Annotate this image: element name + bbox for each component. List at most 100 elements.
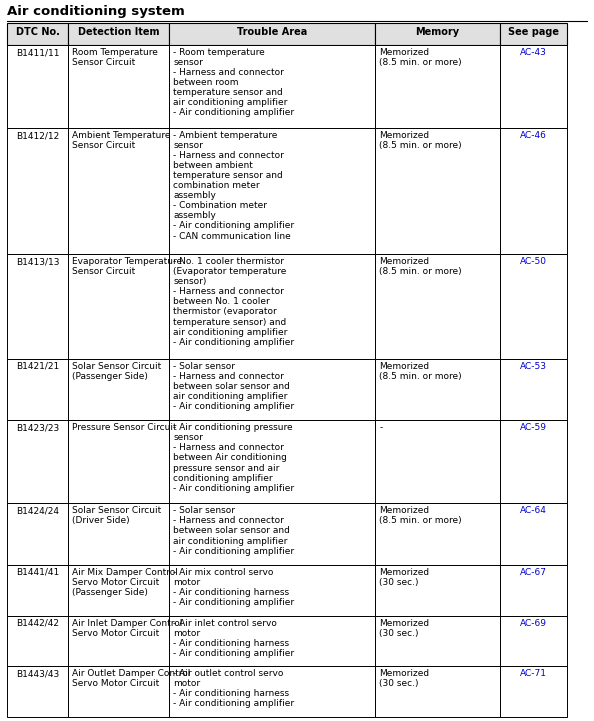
- Bar: [68, 666, 169, 717]
- Bar: [375, 503, 500, 565]
- Text: AC-71: AC-71: [520, 669, 546, 678]
- Bar: [7, 616, 68, 666]
- Bar: [169, 420, 375, 503]
- Bar: [375, 666, 500, 717]
- Text: B1423/23: B1423/23: [16, 423, 59, 433]
- Text: - Air mix control servo
motor
- Air conditioning harness
- Air conditioning ampl: - Air mix control servo motor - Air cond…: [173, 568, 295, 607]
- Text: Solar Sensor Circuit
(Passenger Side): Solar Sensor Circuit (Passenger Side): [72, 362, 161, 381]
- Bar: [500, 666, 567, 717]
- Bar: [169, 503, 375, 565]
- Text: AC-53: AC-53: [520, 362, 546, 371]
- Text: B1413/13: B1413/13: [16, 257, 59, 266]
- Bar: [7, 666, 68, 717]
- Text: Memorized
(8.5 min. or more): Memorized (8.5 min. or more): [379, 506, 462, 526]
- Bar: [375, 359, 500, 420]
- Bar: [500, 23, 567, 45]
- Text: B1441/41: B1441/41: [16, 568, 59, 577]
- Bar: [169, 565, 375, 616]
- Text: AC-67: AC-67: [520, 568, 546, 577]
- Bar: [500, 503, 567, 565]
- Text: Pressure Sensor Circuit: Pressure Sensor Circuit: [72, 423, 176, 433]
- Text: - Room temperature
sensor
- Harness and connector
between room
temperature senso: - Room temperature sensor - Harness and …: [173, 48, 295, 118]
- Bar: [375, 565, 500, 616]
- Bar: [68, 503, 169, 565]
- Bar: [68, 128, 169, 255]
- Bar: [68, 616, 169, 666]
- Text: - Solar sensor
- Harness and connector
between solar sensor and
air conditioning: - Solar sensor - Harness and connector b…: [173, 362, 295, 411]
- Text: AC-59: AC-59: [520, 423, 546, 433]
- Text: Memorized
(8.5 min. or more): Memorized (8.5 min. or more): [379, 362, 462, 381]
- Bar: [169, 359, 375, 420]
- Text: Evaporator Temperature
Sensor Circuit: Evaporator Temperature Sensor Circuit: [72, 257, 182, 276]
- Text: B1443/43: B1443/43: [16, 669, 59, 678]
- Bar: [7, 23, 68, 45]
- Bar: [68, 420, 169, 503]
- Text: Solar Sensor Circuit
(Driver Side): Solar Sensor Circuit (Driver Side): [72, 506, 161, 526]
- Bar: [500, 359, 567, 420]
- Text: Air Outlet Damper Control
Servo Motor Circuit: Air Outlet Damper Control Servo Motor Ci…: [72, 669, 190, 689]
- Text: Air Mix Damper Control
Servo Motor Circuit
(Passenger Side): Air Mix Damper Control Servo Motor Circu…: [72, 568, 178, 597]
- Bar: [68, 23, 169, 45]
- Text: B1424/24: B1424/24: [16, 506, 59, 516]
- Bar: [500, 565, 567, 616]
- Bar: [68, 45, 169, 128]
- Text: AC-46: AC-46: [520, 131, 546, 140]
- Text: Memorized
(8.5 min. or more): Memorized (8.5 min. or more): [379, 48, 462, 67]
- Bar: [375, 420, 500, 503]
- Bar: [169, 666, 375, 717]
- Bar: [500, 616, 567, 666]
- Text: Trouble Area: Trouble Area: [237, 27, 308, 37]
- Text: Memorized
(8.5 min. or more): Memorized (8.5 min. or more): [379, 131, 462, 150]
- Text: B1411/11: B1411/11: [16, 48, 59, 57]
- Bar: [68, 565, 169, 616]
- Text: Memorized
(30 sec.): Memorized (30 sec.): [379, 669, 429, 689]
- Bar: [500, 45, 567, 128]
- Text: AC-64: AC-64: [520, 506, 546, 516]
- Bar: [169, 255, 375, 359]
- Bar: [500, 420, 567, 503]
- Text: - Air outlet control servo
motor
- Air conditioning harness
- Air conditioning a: - Air outlet control servo motor - Air c…: [173, 669, 295, 709]
- Text: B1412/12: B1412/12: [16, 131, 59, 140]
- Text: - Air inlet control servo
motor
- Air conditioning harness
- Air conditioning am: - Air inlet control servo motor - Air co…: [173, 619, 295, 658]
- Bar: [375, 23, 500, 45]
- Bar: [68, 359, 169, 420]
- Text: Memorized
(8.5 min. or more): Memorized (8.5 min. or more): [379, 257, 462, 276]
- Text: - No. 1 cooler thermistor
(Evaporator temperature
sensor)
- Harness and connecto: - No. 1 cooler thermistor (Evaporator te…: [173, 257, 295, 347]
- Text: AC-50: AC-50: [520, 257, 546, 266]
- Text: - Air conditioning pressure
sensor
- Harness and connector
between Air condition: - Air conditioning pressure sensor - Har…: [173, 423, 295, 492]
- Bar: [169, 23, 375, 45]
- Text: AC-69: AC-69: [520, 619, 546, 627]
- Bar: [169, 45, 375, 128]
- Text: B1421/21: B1421/21: [16, 362, 59, 371]
- Text: Memory: Memory: [416, 27, 460, 37]
- Bar: [375, 128, 500, 255]
- Text: - Solar sensor
- Harness and connector
between solar sensor and
air conditioning: - Solar sensor - Harness and connector b…: [173, 506, 295, 556]
- Bar: [7, 420, 68, 503]
- Bar: [7, 565, 68, 616]
- Bar: [7, 128, 68, 255]
- Bar: [68, 255, 169, 359]
- Bar: [7, 255, 68, 359]
- Bar: [500, 128, 567, 255]
- Bar: [7, 503, 68, 565]
- Bar: [375, 45, 500, 128]
- Bar: [500, 255, 567, 359]
- Text: -: -: [379, 423, 383, 433]
- Text: DTC No.: DTC No.: [15, 27, 59, 37]
- Text: Memorized
(30 sec.): Memorized (30 sec.): [379, 619, 429, 637]
- Text: - Ambient temperature
sensor
- Harness and connector
between ambient
temperature: - Ambient temperature sensor - Harness a…: [173, 131, 295, 241]
- Text: Memorized
(30 sec.): Memorized (30 sec.): [379, 568, 429, 587]
- Text: B1442/42: B1442/42: [16, 619, 59, 627]
- Bar: [375, 616, 500, 666]
- Text: Detection Item: Detection Item: [78, 27, 159, 37]
- Bar: [375, 255, 500, 359]
- Text: AC-43: AC-43: [520, 48, 546, 57]
- Text: Air Inlet Damper Control
Servo Motor Circuit: Air Inlet Damper Control Servo Motor Cir…: [72, 619, 182, 637]
- Text: See page: See page: [508, 27, 559, 37]
- Text: Air conditioning system: Air conditioning system: [7, 5, 185, 18]
- Text: Ambient Temperature
Sensor Circuit: Ambient Temperature Sensor Circuit: [72, 131, 170, 150]
- Bar: [7, 45, 68, 128]
- Bar: [169, 616, 375, 666]
- Text: Room Temperature
Sensor Circuit: Room Temperature Sensor Circuit: [72, 48, 158, 67]
- Bar: [7, 359, 68, 420]
